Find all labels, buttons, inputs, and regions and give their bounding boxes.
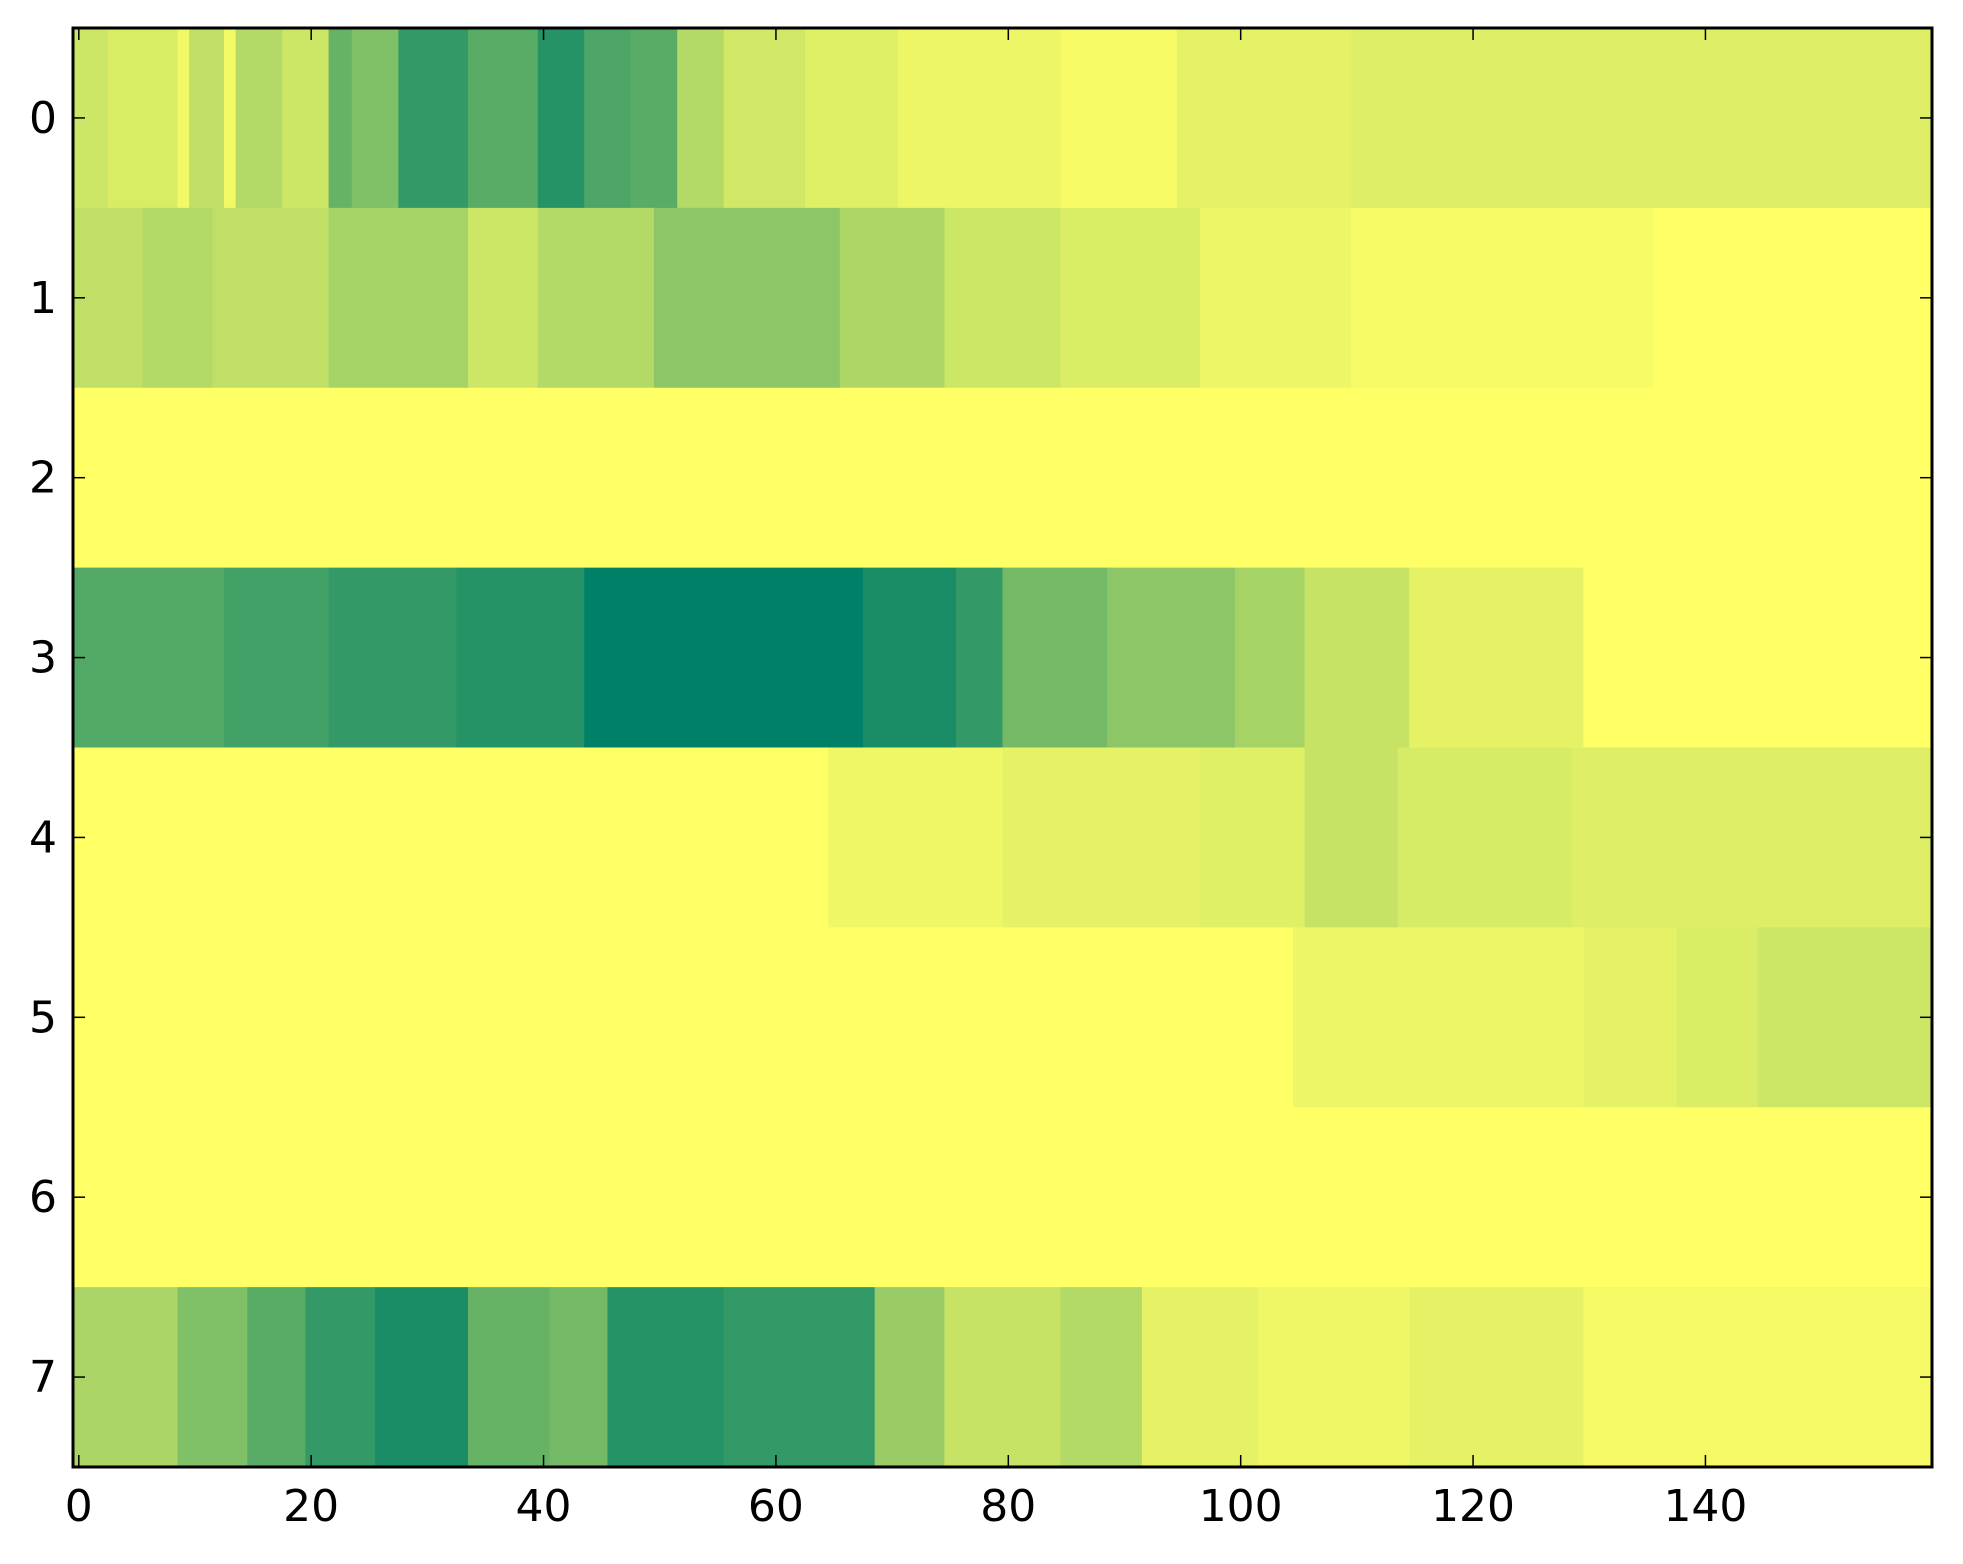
heatmap-cell-row-7	[1141, 1287, 1259, 1468]
heatmap-cell-row-0	[804, 28, 899, 209]
heatmap-cell-row-1	[944, 207, 1062, 389]
heatmap-cell-row-7	[723, 1287, 876, 1468]
heatmap-cell-row-5	[73, 927, 1294, 1108]
heatmap-cell-row-1	[1060, 207, 1201, 389]
heatmap-cell-row-2	[73, 387, 1933, 569]
y-tick-label: 0	[29, 93, 57, 144]
heatmap-cell-row-7	[874, 1287, 945, 1468]
y-tick-label: 3	[29, 633, 57, 684]
plot-frame	[71, 26, 1934, 1469]
heatmap-cell-row-1	[212, 207, 330, 389]
x-tick-label: 80	[980, 1481, 1036, 1532]
heatmap-cell-row-4	[828, 747, 1004, 928]
x-tick-label: 120	[1431, 1481, 1515, 1532]
heatmap-cell-row-1	[468, 207, 539, 389]
heatmap-cell-row-0	[897, 28, 1062, 209]
y-tick-label: 5	[29, 992, 57, 1043]
heatmap-cell-row-1	[537, 207, 655, 389]
heatmap-cell-row-1	[1653, 207, 1933, 389]
heatmap-cell-row-7	[305, 1287, 376, 1468]
heatmap-cells	[73, 28, 1933, 1468]
heatmap-cell-row-0	[630, 28, 678, 209]
heatmap-cell-row-0	[1060, 28, 1178, 209]
heatmap-cell-row-4	[1002, 747, 1201, 928]
x-tick-label: 20	[283, 1481, 339, 1532]
x-tick-label: 0	[65, 1481, 93, 1532]
heatmap-cell-row-3	[1409, 567, 1585, 749]
x-tick-label: 60	[748, 1481, 804, 1532]
heatmap-cell-row-7	[375, 1287, 469, 1468]
heatmap-cell-row-7	[1409, 1287, 1585, 1468]
heatmap-cell-row-0	[282, 28, 330, 209]
heatmap-cell-row-0	[677, 28, 725, 209]
heatmap-cell-row-7	[549, 1287, 609, 1468]
heatmap-cell-row-0	[235, 28, 283, 209]
heatmap-cell-row-0	[189, 28, 225, 209]
heatmap-cell-row-0	[107, 28, 179, 209]
heatmap-cell-row-3	[863, 567, 957, 749]
heatmap-cell-row-1	[839, 207, 946, 389]
heatmap-cell-row-1	[653, 207, 841, 389]
heatmap-cell-row-4	[1397, 747, 1573, 928]
heatmap-cell-row-4	[1571, 747, 1933, 928]
y-tick-label: 6	[29, 1172, 57, 1223]
heatmap-cell-row-0	[1351, 28, 1933, 209]
heatmap-cell-row-5	[1583, 927, 1677, 1108]
heatmap-cell-row-1	[1200, 207, 1352, 389]
y-tick-label: 1	[29, 273, 57, 324]
y-tick-label: 7	[29, 1352, 57, 1403]
heatmap-cell-row-5	[1757, 927, 1933, 1108]
heatmap-cell-row-3	[1107, 567, 1236, 749]
heatmap-cell-row-1	[1351, 207, 1654, 389]
heatmap-cell-row-0	[351, 28, 399, 209]
heatmap-cell-row-3	[956, 567, 1004, 749]
heatmap-cell-row-0	[723, 28, 806, 209]
heatmap-cell-row-0	[398, 28, 469, 209]
heatmap-cell-row-0	[328, 28, 353, 209]
heatmap-cell-row-5	[1676, 927, 1759, 1108]
heatmap-cell-row-7	[1258, 1287, 1410, 1468]
heatmap-cell-row-7	[73, 1287, 179, 1468]
heatmap-cell-row-4	[73, 747, 829, 928]
heatmap-cell-row-7	[247, 1287, 306, 1468]
heatmap-cell-row-3	[73, 567, 225, 749]
heatmap-cell-row-0	[177, 28, 190, 209]
heatmap-cell-row-7	[607, 1287, 725, 1468]
heatmap-cell-row-7	[1583, 1287, 1933, 1468]
x-tick-label: 140	[1663, 1481, 1747, 1532]
heatmap-cell-row-3	[1234, 567, 1306, 749]
heatmap-cell-row-3	[328, 567, 458, 749]
heatmap-cell-row-3	[584, 567, 864, 749]
heatmap-cell-row-4	[1304, 747, 1399, 928]
heatmap-cell-row-0	[584, 28, 632, 209]
heatmap-cell-row-0	[468, 28, 539, 209]
heatmap-cell-row-7	[468, 1287, 550, 1468]
heatmap-cell-row-6	[73, 1107, 1933, 1288]
heatmap-cell-row-5	[1292, 927, 1585, 1108]
y-tick-label: 2	[29, 453, 57, 504]
y-tick-label: 4	[29, 812, 57, 863]
heatmap-cell-row-0	[537, 28, 585, 209]
heatmap-cell-row-0	[1176, 28, 1352, 209]
y-axis: 0 1 2 3 4 5 6 7	[29, 93, 1932, 1403]
heatmap-cell-row-4	[1200, 747, 1306, 928]
heatmap-cell-row-3	[1304, 567, 1410, 749]
heatmap-cell-row-7	[1060, 1287, 1143, 1468]
x-tick-label: 100	[1199, 1481, 1283, 1532]
heatmap-cell-row-1	[328, 207, 469, 389]
heatmap-cell-row-3	[224, 567, 330, 749]
heatmap-cell-row-7	[944, 1287, 1062, 1468]
heatmap-cell-row-3	[456, 567, 585, 749]
heatmap-cell-row-1	[142, 207, 214, 389]
x-tick-label: 40	[516, 1481, 572, 1532]
heatmap-cell-row-3	[1002, 567, 1108, 749]
heatmap-cell-row-3	[1583, 567, 1933, 749]
heatmap-cell-row-7	[177, 1287, 248, 1468]
heatmap-cell-row-0	[224, 28, 237, 209]
x-axis: 0 20 40 60 80 100 120 140	[65, 28, 1747, 1532]
